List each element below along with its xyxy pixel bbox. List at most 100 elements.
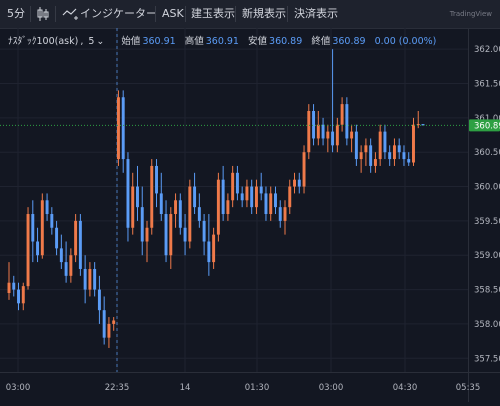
symbol-name[interactable]: ﾅｽﾀﾞｯｸ100(ask)	[8, 36, 79, 47]
candle-body	[12, 282, 16, 290]
candle-body	[412, 124, 415, 163]
candle-body	[231, 172, 235, 201]
toolbar-divider	[287, 6, 288, 22]
time-tick-label: 04:30	[393, 383, 418, 393]
candle-body	[126, 159, 130, 228]
candle-body	[373, 159, 377, 166]
candle-body	[316, 124, 320, 139]
price-axis[interactable]: 362.00 361.50 361.00 360.50 360.00 359.50 359.…	[469, 45, 500, 364]
candle-body	[93, 268, 97, 290]
price-tick-label: 357.50	[474, 354, 500, 364]
candle-body	[221, 179, 225, 215]
candle-body	[335, 124, 339, 146]
candle-body	[140, 207, 144, 242]
candle-body	[416, 124, 420, 126]
candle-body	[136, 186, 139, 208]
candle-body	[121, 97, 125, 160]
candle-body	[354, 131, 358, 160]
candle-body	[259, 186, 263, 194]
time-tick-label: 22:35	[105, 383, 130, 393]
candle-body	[288, 186, 292, 208]
candle-body	[226, 200, 230, 215]
position-display-button[interactable]: 建玉表示	[191, 7, 235, 20]
candle-body	[240, 193, 244, 201]
indicators-button[interactable]: インジケーター	[62, 0, 157, 28]
tradingview-logo: TradingView	[449, 10, 492, 18]
candle-body	[150, 165, 154, 228]
candle-body	[78, 220, 82, 269]
candle-body	[283, 207, 287, 221]
candle-body	[26, 214, 30, 287]
candle-body	[193, 186, 197, 208]
time-tick-label: 03:00	[319, 383, 344, 393]
candle-body	[216, 179, 220, 235]
candle-body	[159, 193, 163, 215]
candle-body	[345, 104, 349, 139]
candle-body	[155, 165, 158, 194]
low-label: 安値	[248, 36, 268, 47]
ask-button[interactable]: ASK	[162, 7, 184, 20]
new-order-display-button[interactable]: 新規表示	[242, 7, 286, 20]
candle-body	[107, 323, 111, 338]
candle-body	[364, 145, 368, 153]
candle-body	[197, 207, 201, 221]
ohlc-legend: ﾅｽﾀﾞｯｸ100(ask), 5 ⌄ 始値 360.91 高値 360.91 安値 3…	[8, 33, 442, 47]
candle-body	[254, 186, 258, 208]
legend-interval: 5	[88, 36, 95, 47]
price-tick-label: 361.50	[474, 80, 500, 90]
grid-lines	[0, 28, 500, 402]
candle-body	[397, 145, 401, 153]
candle-body	[164, 214, 168, 256]
candle-body	[350, 131, 354, 139]
candle-body	[202, 220, 206, 242]
toolbar-divider	[235, 6, 236, 22]
candle-body	[7, 282, 11, 294]
open-value: 360.91	[142, 36, 176, 47]
time-axis[interactable]: 03:00 22:35 14 01:30 03:00 04:30 05:35	[6, 383, 481, 393]
candle-body	[269, 193, 273, 215]
close-value: 360.89	[332, 36, 366, 47]
candle-body	[302, 152, 306, 187]
time-tick-label: 14	[180, 383, 191, 393]
candle-body	[183, 227, 187, 242]
price-tick-label: 358.50	[474, 286, 500, 296]
indicators-icon	[62, 8, 78, 20]
candle-body	[83, 268, 87, 290]
candlestick-chart[interactable]: 362.00 361.50 361.00 360.50 360.00 359.50 359.…	[0, 28, 500, 402]
candle-body	[245, 186, 249, 201]
toolbar-divider	[185, 6, 186, 22]
indicators-label: インジケーター	[80, 7, 157, 20]
toolbar-divider	[55, 6, 56, 22]
price-tick-label: 359.50	[474, 217, 500, 227]
chart-type-button[interactable]	[36, 0, 50, 28]
high-value: 360.91	[205, 36, 239, 47]
change-value: 0.00 (0.00%)	[374, 36, 437, 47]
candle-body	[102, 310, 106, 338]
candle-body	[36, 241, 40, 256]
interval-selector[interactable]: 5分	[7, 7, 25, 20]
candle-body	[145, 227, 149, 242]
price-tick-label: 362.00	[474, 45, 500, 55]
candle-body	[250, 186, 254, 208]
candle-body	[74, 220, 78, 256]
candle-body	[112, 320, 116, 324]
candle-body	[131, 186, 135, 228]
toolbar-divider	[30, 6, 31, 22]
candle-body	[297, 179, 301, 187]
candle-body	[69, 255, 73, 276]
candle-body	[174, 200, 178, 215]
candle-body	[293, 179, 296, 187]
chart-area[interactable]: 362.00 361.50 361.00 360.50 360.00 359.50 359.…	[0, 28, 500, 402]
candle-body	[312, 110, 316, 139]
open-label: 始値	[121, 36, 141, 47]
candle-body	[17, 289, 20, 304]
high-label: 高値	[184, 36, 204, 47]
candle-body	[407, 159, 411, 163]
candle-body	[378, 131, 382, 160]
candle-body	[421, 124, 425, 126]
candle-body	[326, 131, 330, 139]
candle-body	[169, 214, 173, 256]
candle-body	[116, 97, 120, 160]
chevron-down-icon[interactable]: ⌄	[96, 36, 105, 47]
settlement-display-button[interactable]: 決済表示	[294, 7, 338, 20]
